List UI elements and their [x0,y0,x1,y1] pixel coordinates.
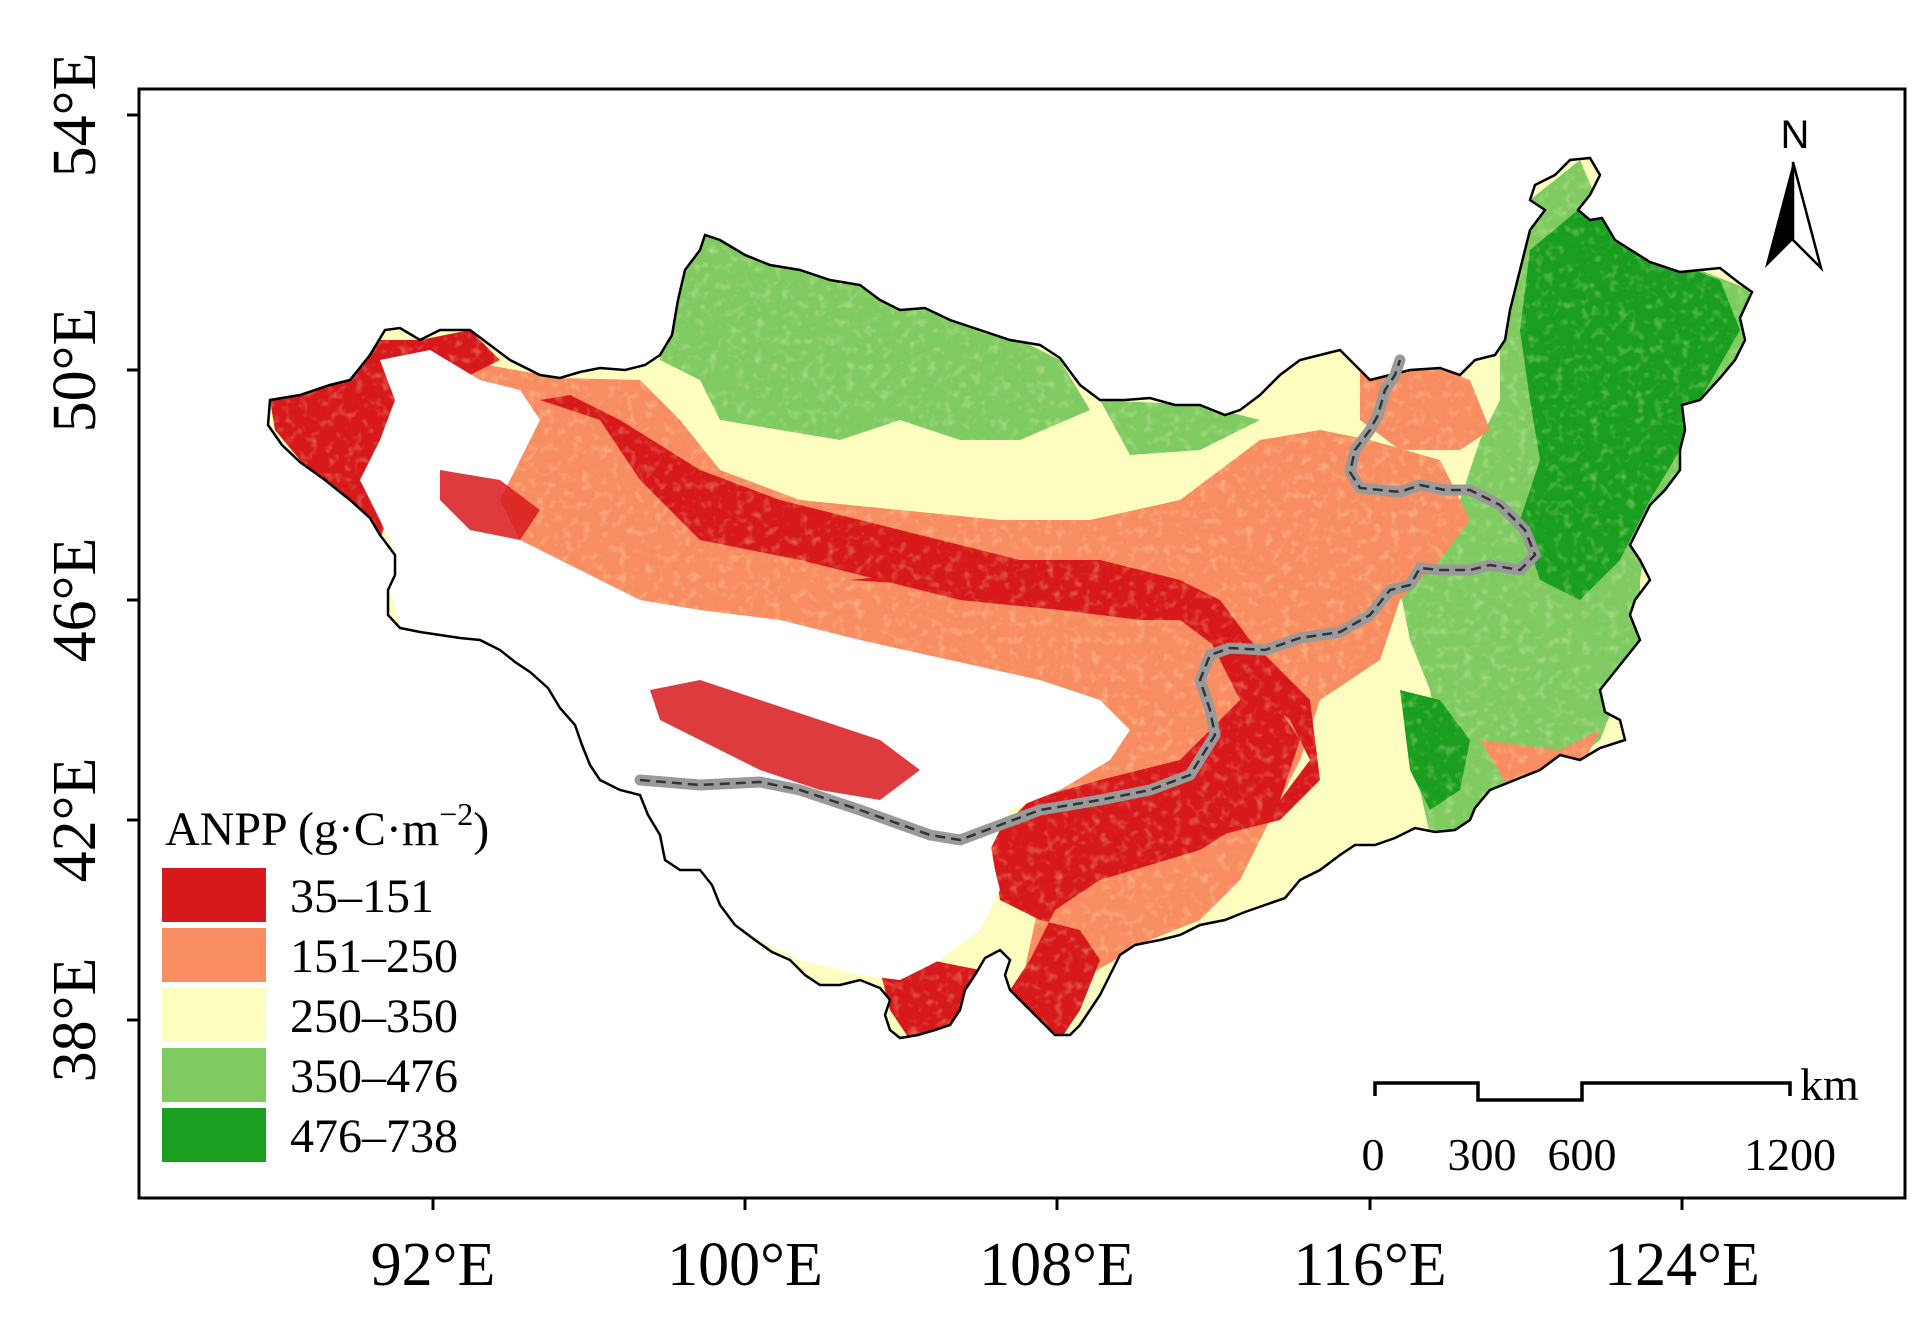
legend-swatch-35-151 [162,868,266,922]
legend-swatch-476-738 [162,1108,266,1162]
scale-tick-1200: 1200 [1744,1129,1836,1180]
x-tick-label-124: 124°E [1604,1231,1760,1299]
north-arrow-icon [1765,161,1824,273]
scale-bar: km 0 300 600 1200 [1362,1059,1860,1180]
legend-label-250-350: 250–350 [290,990,458,1043]
legend-title-main: ANPP (g·C·m [165,803,439,856]
x-tick-label-92: 92°E [371,1231,496,1299]
scale-tick-300: 300 [1448,1129,1517,1180]
legend-swatch-350-476 [162,1048,266,1102]
legend-label-35-151: 35–151 [290,870,434,923]
y-tick-label-38: 38°E [41,958,109,1083]
legend-swatch-151-250 [162,928,266,982]
legend-label-350-476: 350–476 [290,1050,458,1103]
no-data-area [360,350,1130,980]
x-axis-ticks [431,1198,1684,1210]
x-tick-label-100: 100°E [667,1231,823,1299]
scale-unit: km [1800,1059,1859,1110]
x-tick-label-116: 116°E [1293,1231,1446,1299]
legend-title-close: ) [473,803,489,856]
north-arrow: N [1765,113,1824,273]
y-tick-label-46: 46°E [41,538,109,663]
x-tick-label-108: 108°E [979,1231,1135,1299]
legend: ANPP (g·C·m−2) 35–151 151–250 250–350 35… [162,796,489,1163]
border-line [639,359,1537,842]
legend-label-476-738: 476–738 [290,1110,458,1163]
y-tick-label-42: 42°E [41,758,109,883]
scale-tick-0: 0 [1362,1129,1385,1180]
anpp-zone-35-151-patch [650,680,920,800]
legend-swatch-250-350 [162,988,266,1042]
scale-bar-line [1373,1081,1792,1102]
north-label: N [1781,113,1810,157]
scale-tick-600: 600 [1548,1129,1617,1180]
legend-title-exponent: −2 [439,796,473,832]
y-tick-label-50: 50°E [41,308,109,433]
y-tick-label-54: 54°E [41,53,109,178]
anpp-zone-35-151-patch-b [440,470,540,540]
legend-label-151-250: 151–250 [290,930,458,983]
legend-title: ANPP (g·C·m−2) [165,796,489,856]
y-axis-ticks [127,113,139,1022]
